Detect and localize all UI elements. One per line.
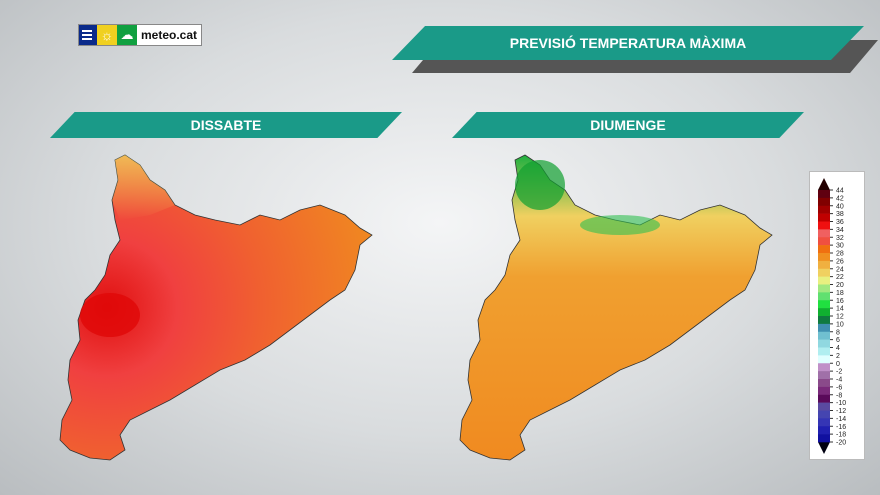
legend-band: [818, 245, 830, 254]
legend-band: [818, 284, 830, 293]
legend-tick-label: 4: [836, 345, 840, 352]
legend-tick-label: -14: [836, 416, 846, 423]
legend-band: [818, 221, 830, 230]
legend-band: [818, 323, 830, 333]
legend-band: [818, 386, 830, 396]
legend-tick-label: 36: [836, 219, 844, 226]
legend-band: [818, 237, 830, 246]
legend-band: [818, 308, 830, 317]
legend-tick-label: -18: [836, 432, 846, 439]
meteocat-logo: ☼ ☁ meteo.cat: [78, 24, 203, 46]
legend-band: [818, 434, 830, 443]
sun-icon: ☼: [97, 25, 117, 45]
page-title: PREVISIÓ TEMPERATURA MÀXIMA: [392, 26, 864, 60]
legend-band: [818, 426, 830, 435]
legend-band: [818, 410, 830, 419]
legend-tick-label: 26: [836, 258, 844, 265]
legend-band: [818, 197, 830, 207]
map-title-sunday: DIUMENGE: [452, 112, 804, 138]
legend-tick-label: 34: [836, 227, 844, 234]
legend-tick-label: 20: [836, 282, 844, 289]
legend-tick-label: 8: [836, 329, 840, 336]
legend-tick-label: -12: [836, 408, 846, 415]
legend-band: [818, 316, 830, 325]
legend-tick-label: 32: [836, 235, 844, 242]
legend-band: [818, 418, 830, 427]
legend-tick-label: 18: [836, 290, 844, 297]
legend-band: [818, 379, 830, 388]
legend-tick-label: 30: [836, 243, 844, 250]
cloud-icon: ☁: [117, 25, 137, 45]
map-saturday: [59, 154, 373, 461]
legend-band: [818, 355, 830, 364]
legend-tick-label: 10: [836, 321, 844, 328]
legend-tick-label: 44: [836, 188, 844, 195]
legend-band: [818, 276, 830, 285]
legend-tick-label: 2: [836, 353, 840, 360]
legend-band: [818, 300, 830, 309]
legend-tick-label: 22: [836, 274, 844, 281]
legend-min-arrow: [818, 442, 830, 454]
legend-tick-label: 6: [836, 337, 840, 344]
legend-tick-label: -6: [836, 384, 842, 391]
legend-tick-label: -10: [836, 400, 846, 407]
legend-tick-label: 42: [836, 195, 844, 202]
legend-tick-label: 14: [836, 306, 844, 313]
map-sunday: [459, 154, 773, 461]
legend-band: [818, 205, 830, 214]
legend-band: [818, 402, 830, 411]
legend-band: [818, 331, 830, 340]
legend-tick-label: -8: [836, 392, 842, 399]
legend-band: [818, 394, 830, 403]
logo-flag-icon: [79, 25, 97, 45]
legend-tick-label: 28: [836, 251, 844, 258]
legend-band: [818, 371, 830, 380]
logo-text: meteo.cat: [141, 28, 198, 42]
legend-tick-label: -2: [836, 369, 842, 376]
legend-band: [818, 268, 830, 277]
legend-tick-label: 12: [836, 314, 844, 321]
legend-band: [818, 260, 830, 270]
legend-band: [818, 363, 830, 372]
legend-band: [818, 253, 830, 262]
temperature-legend: 44 42 40 38 36 34 32 30 28 26 24 22 20 18 16 14 12 10 8 6 4 2…: [809, 171, 865, 460]
legend-tick-label: -16: [836, 424, 846, 431]
legend-tick-label: 16: [836, 298, 844, 305]
legend-tick-label: 38: [836, 211, 844, 218]
legend-band: [818, 229, 830, 238]
legend-band: [818, 292, 830, 301]
legend-band: [818, 213, 830, 222]
map-title-saturday: DISSABTE: [50, 112, 402, 138]
legend-max-arrow: [818, 178, 830, 190]
legend-band: [818, 339, 830, 348]
legend-tick-label: 0: [836, 361, 840, 368]
legend-tick-label: 40: [836, 203, 844, 210]
legend-tick-label: -4: [836, 377, 842, 384]
legend-tick-label: 24: [836, 266, 844, 273]
legend-band: [818, 190, 830, 199]
legend-tick-label: -20: [836, 440, 846, 447]
legend-band: [818, 347, 830, 356]
legend-colorbar: 4442403836343230282624222018161412108642…: [818, 178, 846, 454]
